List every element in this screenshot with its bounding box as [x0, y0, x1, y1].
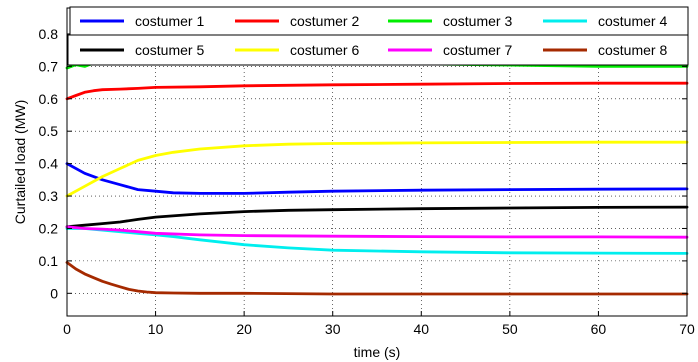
x-tick-label: 40	[413, 321, 429, 337]
x-axis-label: time (s)	[354, 344, 401, 360]
legend-label-4: costumer 4	[598, 13, 667, 29]
y-tick-label: 0.1	[39, 253, 59, 269]
x-tick-label: 50	[502, 321, 518, 337]
legend-label-1: costumer 1	[135, 13, 204, 29]
y-tick-label: 0.3	[39, 188, 59, 204]
series-line-6	[65, 140, 689, 198]
series-line-7	[65, 225, 689, 239]
legend-label-2: costumer 2	[290, 13, 359, 29]
y-tick-label: 0.2	[39, 220, 59, 236]
y-tick-label: 0.8	[39, 26, 59, 42]
series-line-5	[65, 205, 689, 229]
x-tick-label: 10	[148, 321, 164, 337]
legend-label-5: costumer 5	[135, 42, 204, 58]
x-tick-label: 60	[591, 321, 607, 337]
x-tick-label: 30	[325, 321, 341, 337]
series-line-1	[65, 162, 689, 195]
legend-label-7: costumer 7	[443, 42, 512, 58]
y-tick-label: 0.7	[39, 58, 59, 74]
x-tick-label: 0	[63, 321, 71, 337]
x-tick-label: 70	[679, 321, 695, 337]
y-tick-label: 0.6	[39, 91, 59, 107]
x-tick-label: 20	[236, 321, 252, 337]
y-tick-label: 0.5	[39, 123, 59, 139]
legend: costumer 1 costumer 2 costumer 3 costumer 4…	[67, 6, 689, 66]
legend-label-8: costumer 8	[598, 42, 667, 58]
legend-label-6: costumer 6	[290, 42, 359, 58]
series-line-2	[65, 81, 689, 101]
legend-label-3: costumer 3	[443, 13, 512, 29]
y-tick-label: 0	[50, 285, 58, 301]
series-line-8	[65, 261, 689, 296]
y-axis-label: Curtailed load (MW)	[12, 100, 28, 224]
axis-ticks: 0 10 20 30 40 50 60 70 0 0.1 0.2 0.3 0.4 0.5 0.6 0.7 0.8	[39, 8, 695, 337]
y-tick-label: 0.4	[39, 156, 59, 172]
